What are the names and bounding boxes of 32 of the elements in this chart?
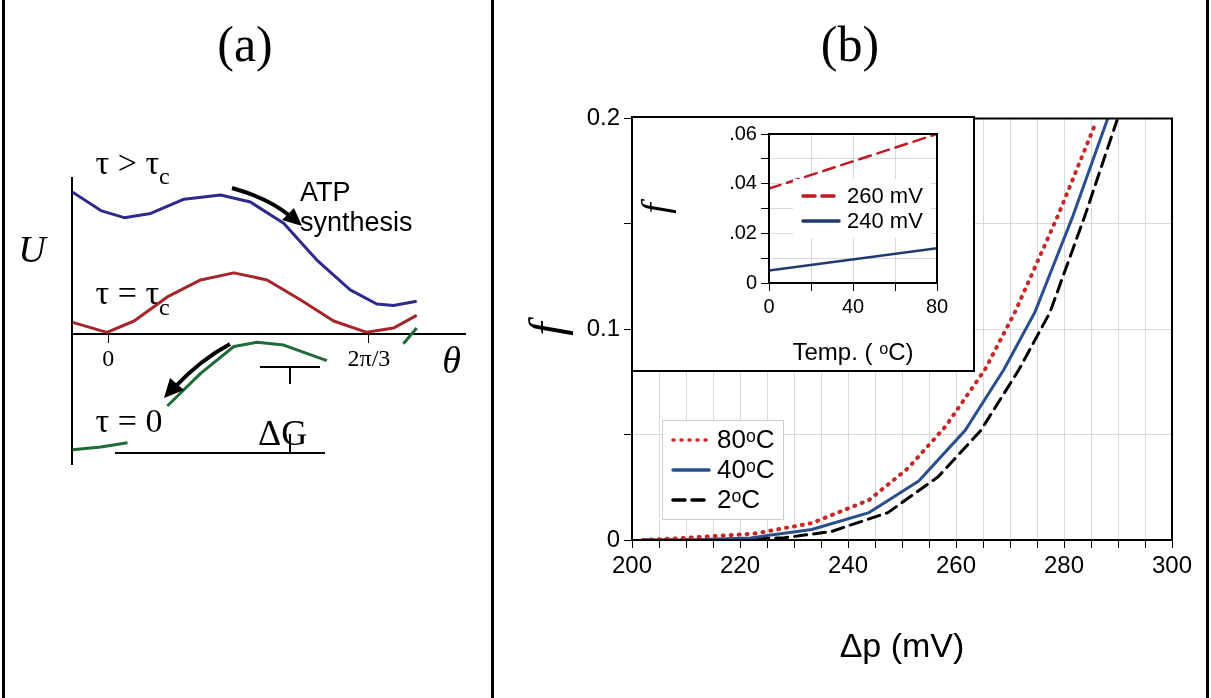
x-tick-label: 280 — [1043, 551, 1085, 579]
y-axis-title: f — [520, 316, 574, 336]
x-tick-label: 200 — [611, 551, 653, 579]
x-tick-label: 0 — [763, 294, 775, 317]
x-tick-label: 260 — [935, 551, 977, 579]
x-tick-label: 80 — [925, 294, 949, 317]
legend-label: 260 mV — [847, 183, 923, 209]
x-tick-label: 220 — [719, 551, 761, 579]
x-tick-label: 2π/3 — [347, 345, 391, 372]
x-axis-title: Temp. ( ᵒC) — [792, 338, 914, 366]
y-tick-label: .02 — [729, 220, 757, 243]
x-tick-label: 240 — [827, 551, 869, 579]
y-axis-title: f — [633, 198, 676, 214]
y-tick-label: 0 — [606, 524, 620, 552]
chart-title: (b) — [819, 15, 881, 73]
x-tick-label: 300 — [1151, 551, 1193, 579]
legend-label: 40ᵒC — [717, 453, 775, 485]
y-tick-label: .06 — [729, 121, 757, 144]
x-tick-label: 40 — [841, 294, 865, 317]
y-tick-label: 0 — [745, 270, 757, 293]
y-tick-label: .04 — [729, 171, 757, 194]
legend-label: 240 mV — [847, 208, 923, 234]
legend-label: 80ᵒC — [717, 424, 775, 455]
y-tick-label: 0.1 — [586, 313, 620, 341]
y-axis-title: U — [18, 228, 49, 271]
annotation: ATP synthesis — [300, 177, 414, 238]
y-tick-label: 0.2 — [586, 103, 620, 131]
x-axis-title: Δp (mV) — [839, 625, 965, 664]
series-label: τ = 0 — [95, 401, 163, 439]
chart-title: (a) — [216, 15, 274, 73]
legend-label: 2ᵒC — [717, 483, 761, 515]
x-axis-title: θ — [442, 338, 461, 381]
